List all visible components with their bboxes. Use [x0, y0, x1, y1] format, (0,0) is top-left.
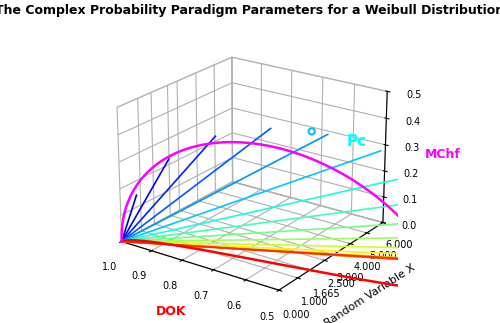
- Y-axis label: Random Variable X: Random Variable X: [322, 262, 417, 323]
- X-axis label: DOK: DOK: [156, 305, 186, 318]
- Title: The Complex Probability Paradigm Parameters for a Weibull Distribution: The Complex Probability Paradigm Paramet…: [0, 4, 500, 17]
